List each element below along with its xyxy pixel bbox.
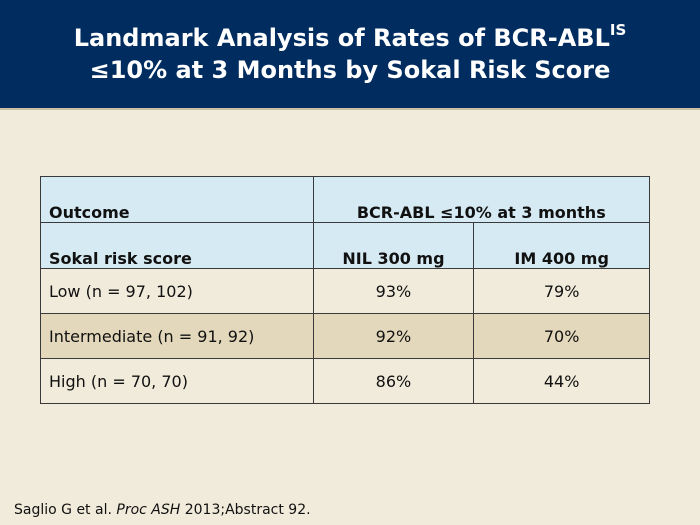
citation: Saglio G et al. Proc ASH 2013;Abstract 9… <box>14 502 311 518</box>
table-header-row-risk: Sokal risk score NIL 300 mg IM 400 mg <box>40 222 650 269</box>
title-superscript: IS <box>609 21 627 39</box>
title-banner: Landmark Analysis of Rates of BCR-ABLIS … <box>0 0 700 110</box>
risk-label-cell: Low (n = 97, 102) <box>40 268 314 314</box>
nil-value-cell: 86% <box>312 358 475 404</box>
citation-authors: Saglio G et al. <box>14 502 117 518</box>
table-row: Low (n = 97, 102) 93% 79% <box>40 268 650 314</box>
citation-journal: Proc ASH <box>116 502 181 518</box>
im-value-cell: 70% <box>473 313 650 359</box>
outcome-value-header-cell: BCR-ABL ≤10% at 3 months <box>312 176 651 223</box>
nil-value-cell: 92% <box>312 313 475 359</box>
slide-title-line-2: ≤10% at 3 Months by Sokal Risk Score <box>89 56 611 84</box>
results-table: Outcome BCR-ABL ≤10% at 3 months Sokal r… <box>40 176 651 404</box>
nil-value-cell: 93% <box>312 268 475 314</box>
table-row: High (n = 70, 70) 86% 44% <box>40 358 650 404</box>
risk-label-cell: Intermediate (n = 91, 92) <box>40 313 314 359</box>
citation-details: 2013;Abstract 92. <box>180 502 311 518</box>
risk-score-header-cell: Sokal risk score <box>40 222 314 269</box>
im-value-cell: 79% <box>473 268 650 314</box>
im-value-cell: 44% <box>473 358 650 404</box>
nil-header-cell: NIL 300 mg <box>312 222 475 269</box>
table-row: Intermediate (n = 91, 92) 92% 70% <box>40 313 650 359</box>
im-header-cell: IM 400 mg <box>473 222 650 269</box>
outcome-header-cell: Outcome <box>40 176 314 223</box>
title-main-text: Landmark Analysis of Rates of BCR-ABL <box>73 24 610 52</box>
risk-label-cell: High (n = 70, 70) <box>40 358 314 404</box>
table-header-row-outcome: Outcome BCR-ABL ≤10% at 3 months <box>40 176 651 223</box>
slide-title-line-1: Landmark Analysis of Rates of BCR-ABLIS <box>74 22 627 54</box>
